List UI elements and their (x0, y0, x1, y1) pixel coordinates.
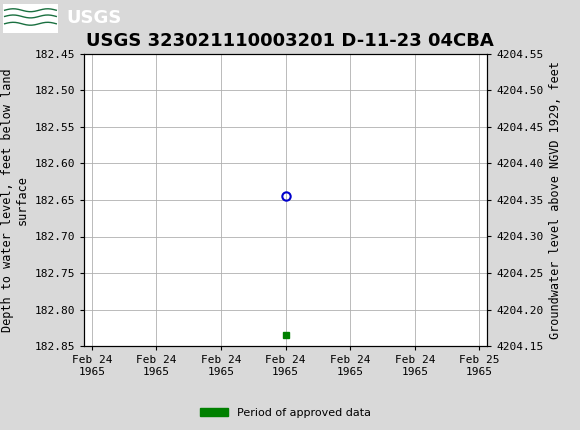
Y-axis label: Depth to water level, feet below land
surface: Depth to water level, feet below land su… (1, 68, 29, 332)
FancyBboxPatch shape (3, 3, 58, 33)
Text: USGS 323021110003201 D-11-23 04CBA: USGS 323021110003201 D-11-23 04CBA (86, 32, 494, 50)
Legend: Period of approved data: Period of approved data (196, 403, 375, 422)
Y-axis label: Groundwater level above NGVD 1929, feet: Groundwater level above NGVD 1929, feet (549, 61, 562, 339)
Text: USGS: USGS (67, 9, 122, 27)
